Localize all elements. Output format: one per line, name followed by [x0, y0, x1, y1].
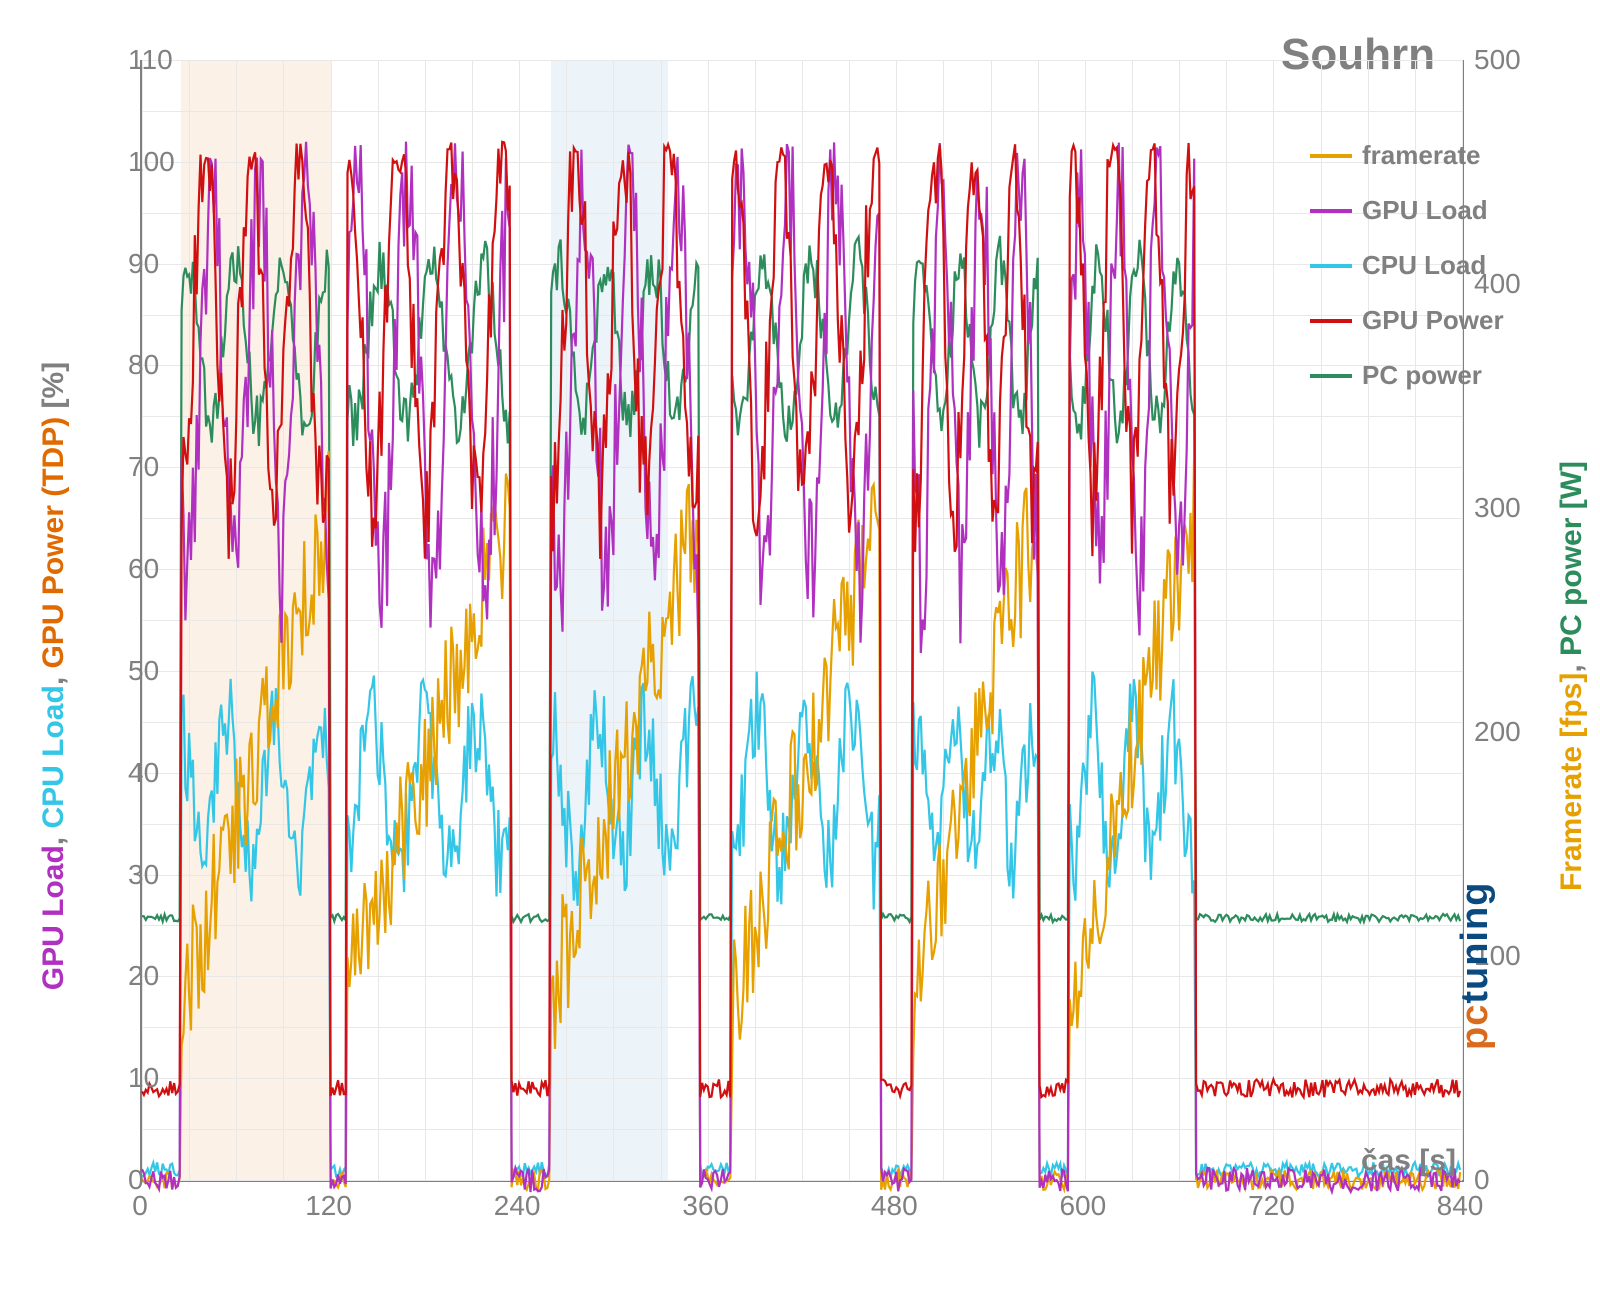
x-tick: 720	[1248, 1190, 1295, 1222]
x-axis-label: čas [s]	[1361, 1144, 1456, 1178]
chart-container: Souhrn 0102030405060708090100110 0100200…	[0, 0, 1600, 1300]
legend-label: PC power	[1362, 360, 1482, 391]
y-axis-left-label: GPU Load, CPU Load, GPU Power (TDP) [%]	[37, 362, 71, 990]
legend-swatch	[1310, 374, 1352, 378]
y-axis-right-label: Framerate [fps], PC power [W]	[1555, 461, 1589, 891]
legend: framerate GPU Load CPU Load GPU Power PC pow…	[1310, 140, 1504, 415]
legend-item: GPU Power	[1310, 305, 1504, 336]
y-right-tick: 200	[1474, 716, 1521, 748]
x-tick: 480	[871, 1190, 918, 1222]
series-layer	[142, 60, 1462, 1180]
x-tick: 600	[1059, 1190, 1106, 1222]
legend-item: PC power	[1310, 360, 1504, 391]
series-pc_power	[142, 236, 1460, 922]
legend-swatch	[1310, 154, 1352, 158]
legend-item: framerate	[1310, 140, 1504, 171]
y-right-tick: 500	[1474, 44, 1521, 76]
legend-label: framerate	[1362, 140, 1481, 171]
legend-swatch	[1310, 264, 1352, 268]
series-gpu_power	[142, 142, 1460, 1098]
x-tick: 240	[494, 1190, 541, 1222]
watermark-rest: tuning	[1454, 882, 1496, 1004]
legend-label: GPU Power	[1362, 305, 1504, 336]
legend-label: GPU Load	[1362, 195, 1488, 226]
series-gpu_load	[142, 142, 1460, 1192]
x-tick: 360	[682, 1190, 729, 1222]
legend-item: CPU Load	[1310, 250, 1504, 281]
watermark-logo: pctuning	[1454, 882, 1497, 1050]
watermark-pc: pc	[1454, 1004, 1496, 1050]
x-tick: 0	[132, 1190, 148, 1222]
x-tick: 120	[305, 1190, 352, 1222]
series-cpu_load	[142, 672, 1460, 1178]
legend-swatch	[1310, 209, 1352, 213]
x-tick: 840	[1437, 1190, 1484, 1222]
legend-item: GPU Load	[1310, 195, 1504, 226]
legend-label: CPU Load	[1362, 250, 1486, 281]
legend-swatch	[1310, 319, 1352, 323]
y-right-tick: 300	[1474, 492, 1521, 524]
plot-area	[140, 60, 1464, 1182]
